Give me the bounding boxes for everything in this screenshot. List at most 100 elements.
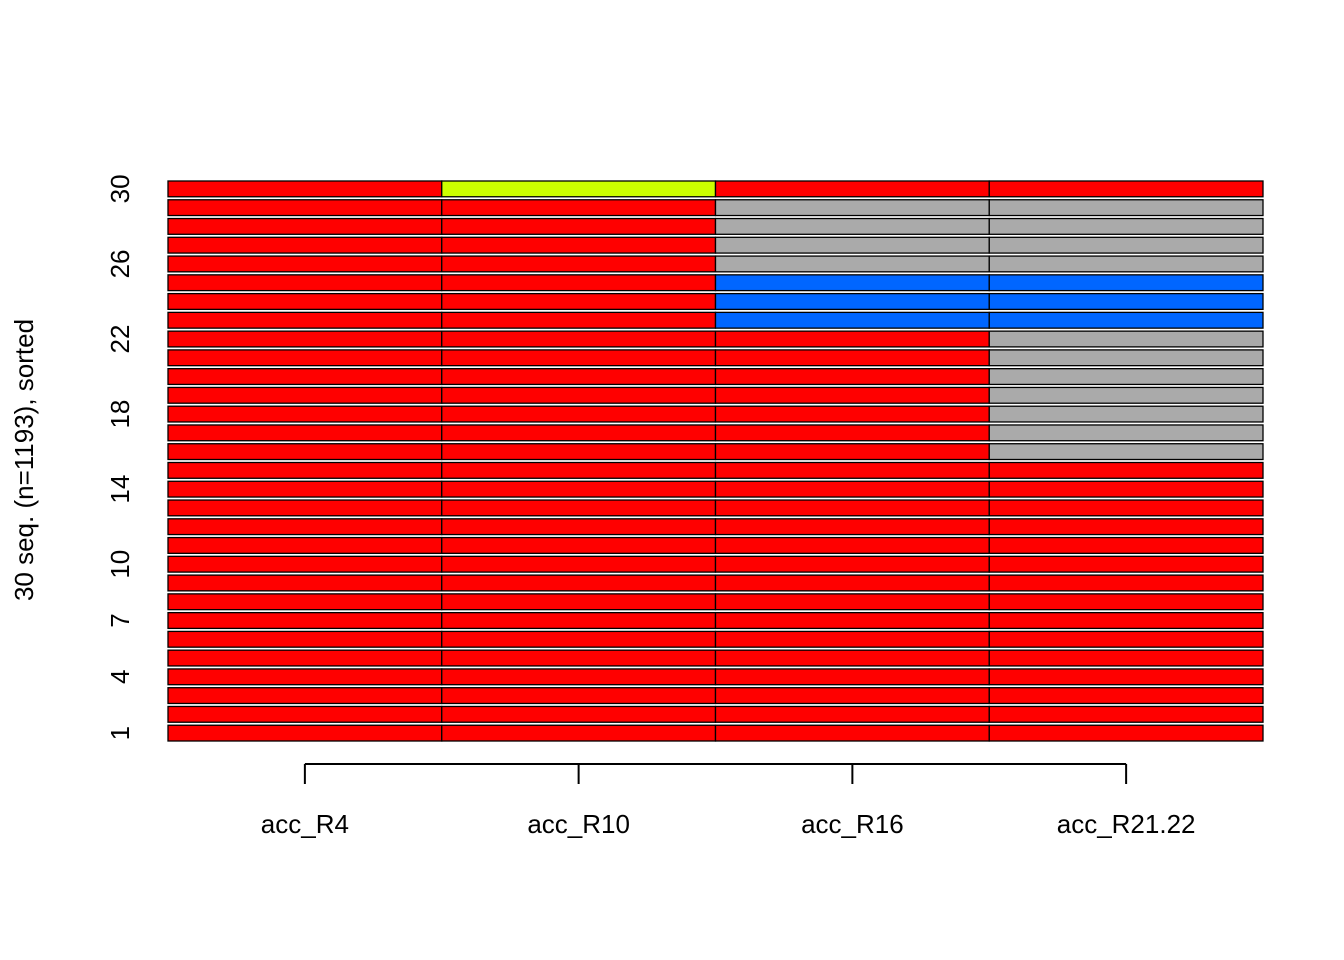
cell-seq26-acc_R21.22 xyxy=(988,255,1264,273)
cell-seq2-acc_R10 xyxy=(441,705,717,723)
sequence-cells xyxy=(167,180,1264,742)
cell-seq21-acc_R21.22 xyxy=(988,349,1264,367)
cell-seq26-acc_R4 xyxy=(167,255,443,273)
cell-seq2-acc_R4 xyxy=(167,705,443,723)
cell-seq19-acc_R21.22 xyxy=(988,386,1264,404)
y-axis-label: 30 seq. (n=1193), sorted xyxy=(9,319,39,601)
cell-seq15-acc_R16 xyxy=(714,461,990,479)
cell-seq29-acc_R21.22 xyxy=(988,199,1264,217)
cell-seq14-acc_R10 xyxy=(441,480,717,498)
cell-seq7-acc_R4 xyxy=(167,611,443,630)
cell-seq25-acc_R4 xyxy=(167,274,443,292)
cell-seq4-acc_R10 xyxy=(441,668,717,686)
cell-seq9-acc_R4 xyxy=(167,574,443,592)
cell-seq27-acc_R16 xyxy=(714,236,990,254)
cell-seq27-acc_R21.22 xyxy=(988,236,1264,254)
cell-seq3-acc_R4 xyxy=(167,687,443,705)
cell-seq17-acc_R16 xyxy=(714,424,990,442)
x-tick-label: acc_R4 xyxy=(261,809,349,839)
cell-seq16-acc_R10 xyxy=(441,443,717,461)
cell-seq7-acc_R16 xyxy=(714,611,990,630)
cell-seq22-acc_R4 xyxy=(167,330,443,348)
y-tick-label: 30 xyxy=(105,174,135,203)
cell-seq15-acc_R4 xyxy=(167,461,443,479)
cell-seq18-acc_R4 xyxy=(167,405,443,423)
cell-seq10-acc_R21.22 xyxy=(988,555,1264,573)
cell-seq8-acc_R21.22 xyxy=(988,593,1264,611)
cell-seq25-acc_R21.22 xyxy=(988,274,1264,292)
cell-seq1-acc_R10 xyxy=(441,724,717,742)
y-tick-label: 10 xyxy=(105,550,135,579)
cell-seq24-acc_R16 xyxy=(714,292,990,311)
cell-seq3-acc_R16 xyxy=(714,687,990,705)
cell-seq17-acc_R10 xyxy=(441,424,717,442)
cell-seq9-acc_R21.22 xyxy=(988,574,1264,592)
cell-seq29-acc_R16 xyxy=(714,199,990,217)
cell-seq12-acc_R21.22 xyxy=(988,518,1264,536)
y-tick-label: 1 xyxy=(105,726,135,740)
cell-seq16-acc_R21.22 xyxy=(988,443,1264,461)
cell-seq3-acc_R10 xyxy=(441,687,717,705)
cell-seq24-acc_R10 xyxy=(441,292,717,311)
cell-seq30-acc_R21.22 xyxy=(988,180,1264,198)
cell-seq20-acc_R4 xyxy=(167,368,443,386)
cell-seq20-acc_R10 xyxy=(441,368,717,386)
cell-seq29-acc_R4 xyxy=(167,199,443,217)
cell-seq21-acc_R4 xyxy=(167,349,443,367)
cell-seq7-acc_R21.22 xyxy=(988,611,1264,630)
cell-seq21-acc_R16 xyxy=(714,349,990,367)
cell-seq11-acc_R16 xyxy=(714,536,990,554)
cell-seq25-acc_R16 xyxy=(714,274,990,292)
cell-seq5-acc_R10 xyxy=(441,649,717,667)
cell-seq13-acc_R4 xyxy=(167,499,443,517)
cell-seq9-acc_R10 xyxy=(441,574,717,592)
cell-seq5-acc_R16 xyxy=(714,649,990,667)
cell-seq25-acc_R10 xyxy=(441,274,717,292)
y-tick-label: 7 xyxy=(105,613,135,627)
cell-seq26-acc_R10 xyxy=(441,255,717,273)
x-tick-label: acc_R10 xyxy=(527,809,630,839)
cell-seq27-acc_R10 xyxy=(441,236,717,254)
cell-seq8-acc_R10 xyxy=(441,593,717,611)
y-tick-label: 26 xyxy=(105,249,135,278)
cell-seq14-acc_R16 xyxy=(714,480,990,498)
cell-seq26-acc_R16 xyxy=(714,255,990,273)
cell-seq4-acc_R16 xyxy=(714,668,990,686)
cell-seq22-acc_R10 xyxy=(441,330,717,348)
cell-seq18-acc_R10 xyxy=(441,405,717,423)
cell-seq28-acc_R16 xyxy=(714,217,990,235)
cell-seq17-acc_R4 xyxy=(167,424,443,442)
cell-seq5-acc_R21.22 xyxy=(988,649,1264,667)
cell-seq19-acc_R4 xyxy=(167,386,443,404)
cell-seq13-acc_R16 xyxy=(714,499,990,517)
cell-seq6-acc_R4 xyxy=(167,630,443,648)
cell-seq28-acc_R4 xyxy=(167,217,443,235)
cell-seq16-acc_R16 xyxy=(714,443,990,461)
cell-seq10-acc_R16 xyxy=(714,555,990,573)
cell-seq22-acc_R16 xyxy=(714,330,990,348)
cell-seq23-acc_R10 xyxy=(441,311,717,329)
cell-seq1-acc_R16 xyxy=(714,724,990,742)
x-axis: acc_R4 acc_R10 acc_R16 acc_R21.22 xyxy=(261,763,1196,839)
cell-seq22-acc_R21.22 xyxy=(988,330,1264,348)
cell-seq23-acc_R21.22 xyxy=(988,311,1264,329)
cell-seq18-acc_R16 xyxy=(714,405,990,423)
cell-seq1-acc_R21.22 xyxy=(988,724,1264,742)
cell-seq9-acc_R16 xyxy=(714,574,990,592)
cell-seq19-acc_R10 xyxy=(441,386,717,404)
cell-seq23-acc_R16 xyxy=(714,311,990,329)
y-tick-label: 18 xyxy=(105,400,135,429)
cell-seq23-acc_R4 xyxy=(167,311,443,329)
cell-seq10-acc_R4 xyxy=(167,555,443,573)
cell-seq11-acc_R4 xyxy=(167,536,443,554)
cell-seq12-acc_R4 xyxy=(167,518,443,536)
cell-seq28-acc_R21.22 xyxy=(988,217,1264,235)
y-tick-label: 22 xyxy=(105,325,135,354)
cell-seq24-acc_R21.22 xyxy=(988,292,1264,311)
cell-seq7-acc_R10 xyxy=(441,611,717,630)
cell-seq30-acc_R16 xyxy=(714,180,990,198)
cell-seq11-acc_R10 xyxy=(441,536,717,554)
cell-seq6-acc_R16 xyxy=(714,630,990,648)
cell-seq1-acc_R4 xyxy=(167,724,443,742)
